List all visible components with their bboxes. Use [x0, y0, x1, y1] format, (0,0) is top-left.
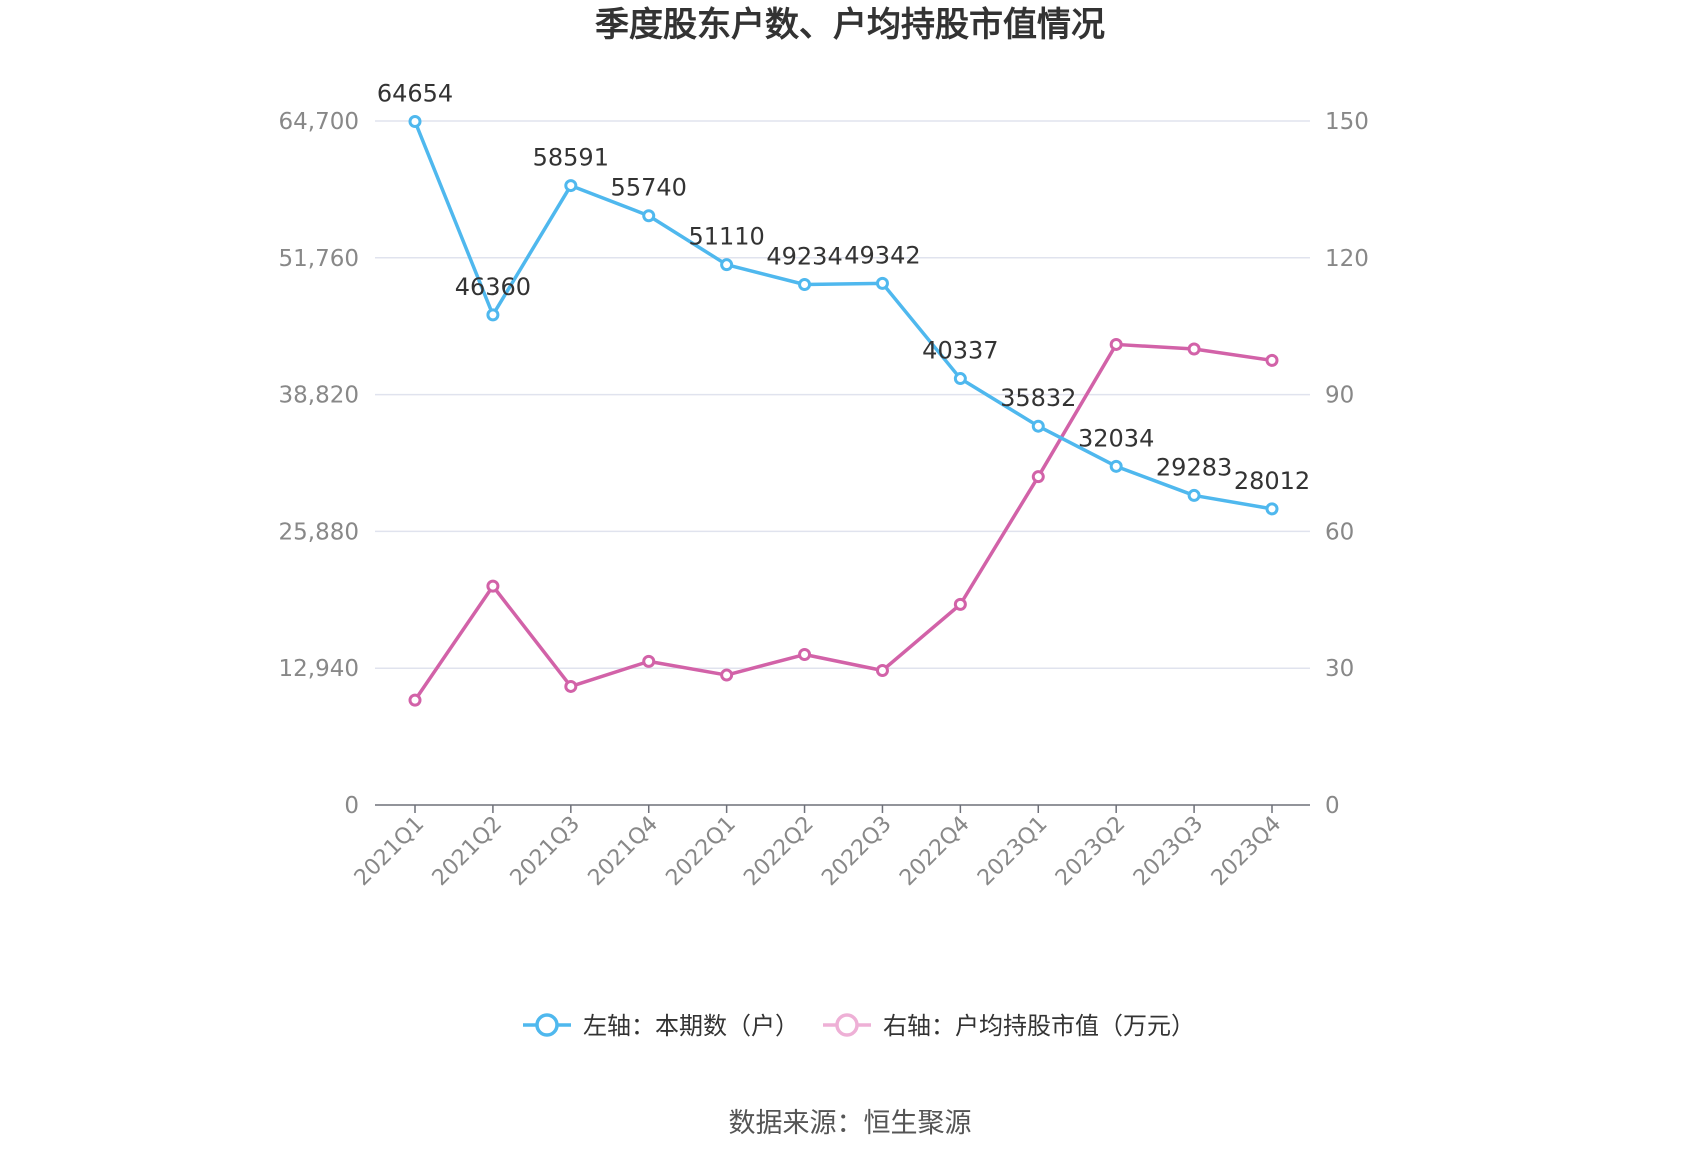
y-right-tick-label: 90	[1325, 383, 1354, 409]
data-point	[720, 668, 734, 682]
data-label: 40337	[922, 337, 998, 365]
x-tick-label: 2022Q3	[817, 812, 896, 891]
data-point	[564, 679, 578, 693]
data-point	[798, 648, 812, 662]
axes: 0 0 12,940 30 25,880 60 38,820 90 51,760 120 64,70…	[279, 109, 1369, 891]
y-right-tick-label: 60	[1325, 519, 1354, 545]
x-tick-label: 2023Q1	[973, 812, 1052, 891]
legend-marker	[835, 1013, 859, 1037]
data-point	[486, 308, 500, 322]
data-point	[720, 258, 734, 272]
x-tick-label: 2023Q4	[1207, 812, 1286, 891]
series-line	[413, 120, 1273, 511]
data-point	[1187, 342, 1201, 356]
data-point	[875, 276, 889, 290]
x-tick-label: 2023Q2	[1051, 812, 1130, 891]
legend-marker	[535, 1013, 559, 1037]
data-label: 35832	[1000, 384, 1076, 412]
grid-lines	[375, 120, 1310, 669]
legend[interactable]: 左轴：本期数（户） 右轴：户均持股市值（万元）	[523, 1012, 1195, 1040]
data-point	[642, 654, 656, 668]
data-point	[1109, 337, 1123, 351]
y-left-tick-label: 38,820	[279, 383, 359, 409]
y-left-tick-label: 51,760	[279, 246, 359, 272]
y-right-tick-label: 30	[1325, 656, 1354, 682]
x-tick-label: 2021Q3	[506, 812, 585, 891]
data-point	[953, 597, 967, 611]
data-point	[875, 663, 889, 677]
data-point	[953, 372, 967, 386]
x-tick-label: 2021Q4	[584, 812, 663, 891]
data-label: 49234	[766, 243, 842, 271]
legend-label: 右轴：户均持股市值（万元）	[883, 1012, 1195, 1040]
data-point	[1031, 470, 1045, 484]
y-right-tick-label: 150	[1325, 109, 1369, 135]
x-tick-label: 2022Q1	[661, 812, 740, 891]
legend-label: 左轴：本期数（户）	[583, 1012, 799, 1040]
data-label: 58591	[533, 144, 609, 172]
series-layer	[408, 114, 1279, 707]
data-label: 55740	[611, 174, 687, 202]
x-tick-label: 2022Q2	[739, 812, 818, 891]
y-left-tick-label: 0	[344, 793, 359, 819]
data-point	[408, 114, 422, 128]
data-label: 46360	[455, 273, 531, 301]
chart-title: 季度股东户数、户均持股市值情况	[595, 5, 1105, 45]
data-point	[1265, 502, 1279, 516]
y-left-tick-label: 12,940	[279, 656, 359, 682]
data-point	[486, 579, 500, 593]
data-label: 64654	[377, 79, 453, 107]
x-tick-label: 2023Q3	[1129, 812, 1208, 891]
data-point	[1031, 419, 1045, 433]
x-tick-label: 2021Q1	[350, 812, 429, 891]
x-tick-label: 2022Q4	[895, 812, 974, 891]
data-point	[1265, 353, 1279, 367]
data-point	[798, 278, 812, 292]
y-left-tick-label: 64,700	[279, 109, 359, 135]
series-line	[413, 342, 1273, 702]
data-point	[408, 693, 422, 707]
data-label: 49342	[844, 241, 920, 269]
y-right-tick-label: 0	[1325, 793, 1340, 819]
data-label: 29283	[1156, 453, 1232, 481]
data-point	[564, 179, 578, 193]
y-left-tick-label: 25,880	[279, 519, 359, 545]
data-source: 数据来源：恒生聚源	[729, 1108, 972, 1139]
data-point	[642, 209, 656, 223]
data-point	[1187, 488, 1201, 502]
data-label: 32034	[1078, 424, 1154, 452]
data-label: 28012	[1234, 467, 1310, 495]
data-point	[1109, 459, 1123, 473]
y-right-tick-label: 120	[1325, 246, 1369, 272]
data-label: 51110	[688, 223, 764, 251]
x-tick-label: 2021Q2	[428, 812, 507, 891]
